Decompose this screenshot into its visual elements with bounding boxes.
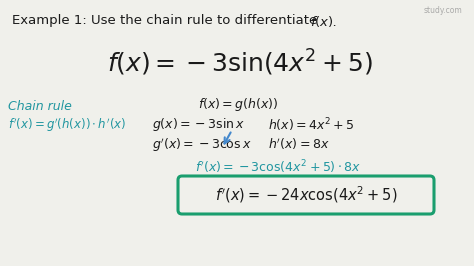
Text: $f(x) = -3\sin\!\left(4x^2+5\right)$: $f(x) = -3\sin\!\left(4x^2+5\right)$ xyxy=(107,48,373,78)
Text: $h'(x)=8x$: $h'(x)=8x$ xyxy=(268,137,329,152)
Text: Example 1: Use the chain rule to differentiate: Example 1: Use the chain rule to differe… xyxy=(12,14,321,27)
Text: study.com: study.com xyxy=(423,6,462,15)
Text: $f'(x)=-3\cos(4x^2+5)\cdot 8x$: $f'(x)=-3\cos(4x^2+5)\cdot 8x$ xyxy=(195,158,361,176)
Text: Chain rule: Chain rule xyxy=(8,100,72,113)
Text: $g'(x)=-3\cos x$: $g'(x)=-3\cos x$ xyxy=(152,137,252,155)
Text: $f'(x)=g'(h(x))\cdot h'(x)$: $f'(x)=g'(h(x))\cdot h'(x)$ xyxy=(8,117,126,135)
Text: $h(x)=4x^2+5$: $h(x)=4x^2+5$ xyxy=(268,116,355,134)
Text: $f(x)$.: $f(x)$. xyxy=(310,14,337,29)
Text: $g(x)=-3\sin x$: $g(x)=-3\sin x$ xyxy=(152,116,245,133)
FancyBboxPatch shape xyxy=(178,176,434,214)
Text: $f'(x)=-24x\cos(4x^2+5)$: $f'(x)=-24x\cos(4x^2+5)$ xyxy=(215,185,397,205)
Text: $f(x)=g(h(x))$: $f(x)=g(h(x))$ xyxy=(198,96,279,113)
